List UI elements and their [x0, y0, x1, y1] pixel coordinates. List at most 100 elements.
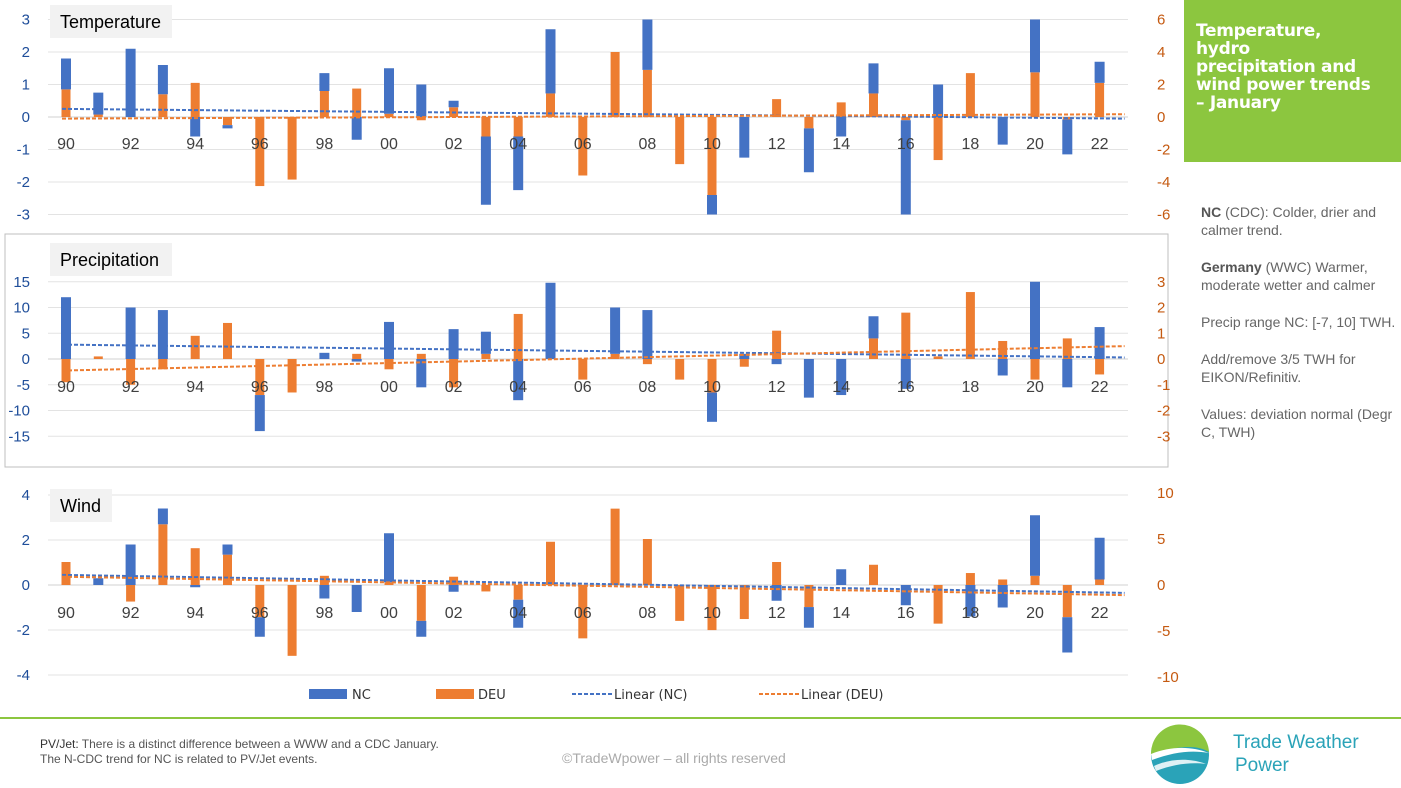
- notes-panel: NC (CDC): Colder, drier and calmer trend…: [1201, 203, 1396, 460]
- temperature-deu-bar: [416, 117, 426, 121]
- temperature-nc-bar: [513, 136, 524, 191]
- precipitation-title: Precipitation: [60, 250, 159, 270]
- wind-deu-bar: [384, 582, 394, 585]
- temperature-nc-bar: [707, 195, 717, 215]
- temperature-left-tick-label: 3: [22, 12, 30, 29]
- wind-right-tick-label: -5: [1157, 623, 1170, 640]
- wind-nc-bar: [351, 585, 362, 612]
- wind-deu-bar: [416, 585, 426, 621]
- temperature-left-tick-label: -1: [17, 142, 30, 159]
- precipitation-deu-bar: [126, 359, 136, 385]
- brand-name: Trade Weather Power: [1233, 731, 1359, 777]
- wind-nc-bar: [513, 599, 524, 628]
- temperature-right-tick-label: -2: [1157, 142, 1170, 159]
- wind-nc-bar: [254, 617, 265, 637]
- temperature-deu-bar: [384, 113, 394, 117]
- temperature-x-tick-label: 14: [832, 136, 850, 153]
- temperature-deu-bar: [93, 114, 103, 117]
- temperature-x-tick-label: 90: [57, 136, 75, 153]
- wind-x-tick-label: 20: [1026, 605, 1044, 622]
- precipitation-deu-bar: [739, 359, 749, 367]
- wind-right-tick-label: 5: [1157, 531, 1165, 548]
- wind-deu-bar: [933, 585, 943, 624]
- temperature-nc-bar: [803, 128, 814, 173]
- wind-deu-bar: [965, 573, 975, 585]
- temperature-x-tick-label: 20: [1026, 136, 1044, 153]
- precipitation-x-tick-label: 20: [1026, 379, 1044, 396]
- wind-left-tick-label: 2: [22, 532, 30, 549]
- brand-line-2: Power: [1235, 755, 1289, 776]
- wind-nc-bar: [965, 585, 976, 617]
- precipitation-right-tick-label: -3: [1157, 428, 1170, 445]
- note-precip-range: Precip range NC: [-7, 10] TWH.: [1201, 314, 1396, 330]
- wind-trend-nc: [61, 573, 1125, 594]
- pvjet-text: There is a distinct difference between a…: [78, 737, 439, 751]
- precipitation-x-tick-label: 16: [897, 379, 915, 396]
- pvjet-label: PV/Jet:: [40, 737, 79, 751]
- wind-deu-bar: [158, 524, 168, 585]
- wind-x-tick-label: 98: [316, 605, 334, 622]
- wind-nc-bar: [1062, 617, 1073, 653]
- wind-deu-bar: [513, 585, 523, 600]
- legend-deu-label: DEU: [478, 688, 506, 703]
- precipitation-nc-bar: [125, 307, 136, 359]
- temperature-left-tick-label: 2: [22, 44, 30, 61]
- temperature-deu-bar: [836, 102, 846, 117]
- precipitation-left-tick-label: -5: [17, 377, 30, 394]
- temperature-deu-bar: [61, 89, 71, 117]
- precipitation-nc-bar: [61, 297, 71, 359]
- temperature-deu-bar: [901, 117, 911, 121]
- temperature-trend-deu: [61, 113, 1125, 120]
- precipitation-deu-bar: [481, 353, 491, 359]
- precipitation-x-tick-label: 00: [380, 379, 398, 396]
- wind-left-tick-label: -2: [17, 622, 30, 639]
- precipitation-nc-bar: [513, 359, 524, 401]
- precipitation-left-tick-label: -15: [8, 428, 30, 445]
- precipitation-x-tick-label: 98: [316, 379, 334, 396]
- temperature-x-tick-label: 00: [380, 136, 398, 153]
- precipitation-x-tick-label: 14: [832, 379, 850, 396]
- temperature-nc-bar: [900, 120, 911, 215]
- precipitation-nc-bar: [997, 359, 1008, 376]
- wind-deu-bar: [642, 539, 652, 585]
- temperature-right-tick-label: -4: [1157, 174, 1170, 191]
- wind-nc-bar: [836, 569, 847, 585]
- wind-deu-bar: [610, 508, 620, 585]
- temperature-right-tick-label: -6: [1157, 207, 1170, 224]
- wind-x-tick-label: 10: [703, 605, 721, 622]
- wind-deu-bar: [998, 579, 1008, 585]
- wind-deu-bar: [675, 585, 685, 621]
- temperature-left-tick-label: 0: [22, 109, 30, 126]
- temperature-nc-bar: [157, 65, 168, 95]
- temperature-nc-bar: [642, 19, 653, 70]
- temperature-x-tick-label: 08: [639, 136, 657, 153]
- precipitation-deu-bar: [578, 359, 588, 380]
- temperature-deu-bar: [255, 117, 265, 187]
- temperature-nc-bar: [480, 136, 491, 205]
- temperature-nc-bar: [222, 125, 233, 129]
- precipitation-deu-bar: [190, 335, 200, 359]
- precipitation-nc-bar: [771, 359, 782, 365]
- wind-title-box: [50, 489, 112, 522]
- precipitation-x-tick-label: 96: [251, 379, 269, 396]
- legend-nc-swatch: [309, 689, 347, 699]
- note-germany-label: Germany: [1201, 259, 1262, 275]
- precipitation-deu-bar: [610, 353, 620, 359]
- temperature-deu-bar: [869, 93, 878, 117]
- precipitation-deu-bar: [158, 359, 168, 370]
- temperature-deu-bar: [223, 117, 232, 126]
- precipitation-nc-bar: [480, 331, 491, 354]
- precipitation-left-tick-label: 5: [22, 325, 30, 342]
- wind-right-tick-label: 0: [1157, 577, 1165, 594]
- wind-nc-bar: [190, 585, 201, 588]
- wind-left-tick-label: 0: [22, 577, 30, 594]
- wind-deu-bar: [61, 562, 71, 585]
- wind-x-tick-label: 12: [768, 605, 786, 622]
- wind-deu-bar: [578, 585, 588, 639]
- precipitation-deu-bar: [707, 359, 717, 393]
- wind-x-tick-label: 08: [639, 605, 657, 622]
- wind-x-tick-label: 06: [574, 605, 592, 622]
- precipitation-left-tick-label: -10: [8, 403, 30, 420]
- precipitation-deu-bar: [1095, 359, 1105, 375]
- wind-nc-bar: [93, 578, 104, 585]
